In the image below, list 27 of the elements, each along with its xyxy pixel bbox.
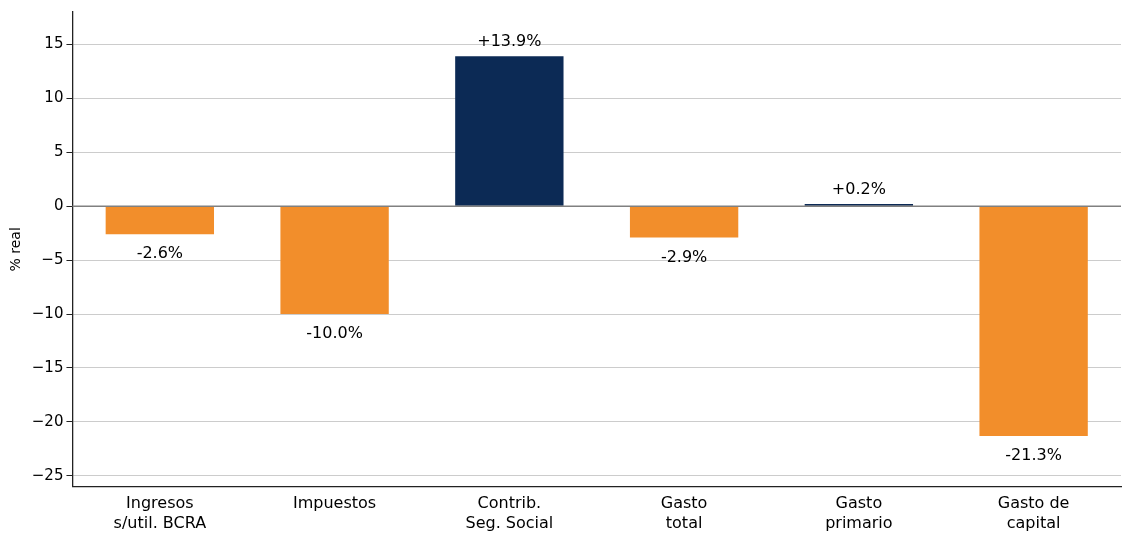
y-tick-label: −25 <box>31 465 64 484</box>
x-tick-label: Gasto primario <box>825 493 893 532</box>
data-label: -2.9% <box>660 246 708 266</box>
y-tick-label: 5 <box>53 142 64 161</box>
data-label: +0.2% <box>831 179 886 199</box>
y-axis-title: % real <box>7 227 24 272</box>
data-label: -21.3% <box>1005 445 1062 465</box>
y-tick-label: −10 <box>31 303 64 322</box>
data-label: +13.9% <box>477 31 542 51</box>
y-tick-label: −15 <box>31 357 64 376</box>
x-tick-label: Contrib. Seg. Social <box>465 493 554 532</box>
x-tick-label: Ingresos s/util. BCRA <box>113 493 207 532</box>
data-label: -10.0% <box>306 323 363 343</box>
x-tick-label: Gasto de capital <box>997 493 1070 532</box>
bar <box>455 56 564 206</box>
bar <box>105 206 215 235</box>
y-tick-label: −5 <box>41 249 64 268</box>
x-tick-label: Impuestos <box>293 493 377 513</box>
bar <box>629 206 739 238</box>
x-tick-label: Gasto total <box>660 493 708 532</box>
y-tick-label: 10 <box>44 88 64 107</box>
bar <box>979 206 1088 436</box>
y-tick-label: 0 <box>53 196 64 215</box>
y-tick-label: 15 <box>44 34 64 53</box>
y-tick-label: −20 <box>31 411 64 430</box>
bar <box>280 206 389 315</box>
data-label: -2.6% <box>136 243 184 263</box>
